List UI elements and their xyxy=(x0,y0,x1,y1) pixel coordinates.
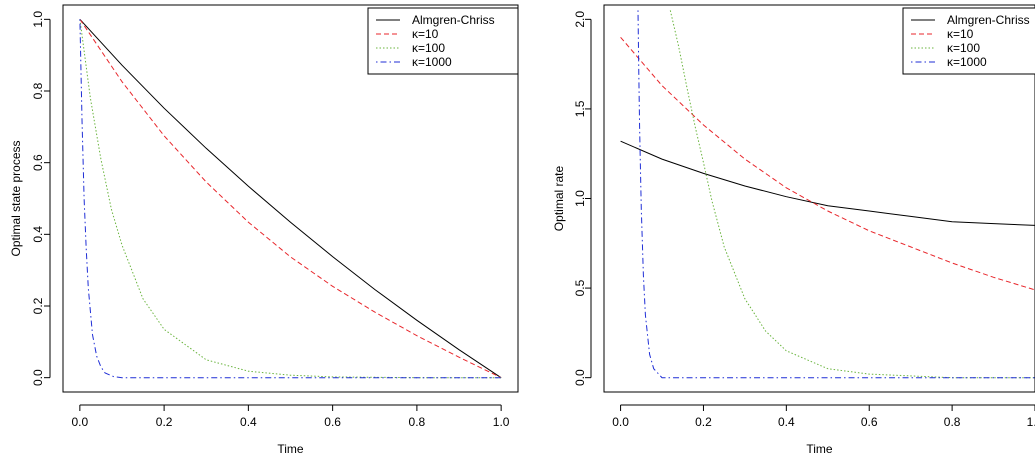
legend-label: κ=10 xyxy=(947,27,974,41)
x-tick-label: 0.2 xyxy=(695,415,712,429)
x-tick-label: 0.8 xyxy=(944,415,961,429)
left-chart-panel: 0.0 0.2 0.4 0.6 0.8 1.0 Time 0.0 0.2 0.4 0.6 0.8 1.0… xyxy=(9,4,519,456)
series-group xyxy=(620,10,1035,379)
x-tick-label: 0.6 xyxy=(324,415,341,429)
legend-label: κ=100 xyxy=(412,41,445,55)
legend-box xyxy=(902,7,1035,75)
y-axis-label: Optimal rate xyxy=(552,165,566,231)
y-tick-label: 0.5 xyxy=(573,279,587,296)
x-axis-label: Time xyxy=(806,442,833,456)
y-tick-label: 1.5 xyxy=(573,100,587,117)
legend-label: κ=1000 xyxy=(412,55,452,69)
y-tick-label: 0.2 xyxy=(31,297,45,314)
series-line xyxy=(620,36,1035,291)
x-tick-label: 0.6 xyxy=(861,415,878,429)
x-tick-label: 1.0 xyxy=(1027,415,1035,429)
legend-label: κ=10 xyxy=(412,27,439,41)
series-group xyxy=(79,18,502,379)
series-line xyxy=(79,19,502,379)
y-tick-label: 2.0 xyxy=(573,11,587,28)
legend-label: Almgren-Chriss xyxy=(412,13,495,27)
series-line xyxy=(620,140,1035,226)
series-line xyxy=(79,19,502,379)
y-tick-label: 0.0 xyxy=(31,369,45,386)
legend-box xyxy=(367,7,519,75)
x-tick-label: 0.0 xyxy=(72,415,89,429)
plot-frame xyxy=(62,4,519,393)
plot-frame xyxy=(603,4,1035,393)
y-axis-label: Optimal state process xyxy=(9,140,23,256)
series-line xyxy=(669,10,1035,379)
y-tick-label: 1.0 xyxy=(31,11,45,28)
legend-label: κ=100 xyxy=(947,41,980,55)
x-tick-label: 1.0 xyxy=(493,415,510,429)
y-tick-label: 1.0 xyxy=(573,190,587,207)
x-tick-label: 0.0 xyxy=(612,415,629,429)
y-tick-label: 0.8 xyxy=(31,82,45,99)
right-chart-panel: 0.0 0.2 0.4 0.6 0.8 1.0 Time 0.0 0.5 1.0 1.5 2.0 Opt… xyxy=(552,4,1035,456)
series-line xyxy=(79,19,502,379)
legend-label: Almgren-Chriss xyxy=(947,13,1030,27)
x-tick-label: 0.8 xyxy=(409,415,426,429)
y-tick-label: 0.6 xyxy=(31,154,45,171)
x-tick-label: 0.4 xyxy=(240,415,257,429)
x-tick-label: 0.4 xyxy=(778,415,795,429)
x-tick-label: 0.2 xyxy=(156,415,173,429)
x-axis-label: Time xyxy=(277,442,304,456)
y-tick-label: 0.4 xyxy=(31,226,45,243)
series-line xyxy=(79,18,502,379)
y-tick-label: 0.0 xyxy=(573,369,587,386)
series-line xyxy=(637,10,1035,379)
legend-label: κ=1000 xyxy=(947,55,987,69)
